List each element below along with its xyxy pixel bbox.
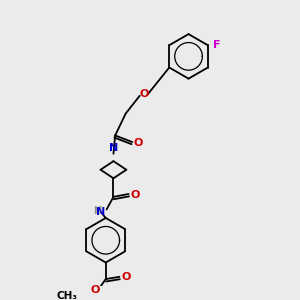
Text: O: O (139, 89, 148, 99)
Text: O: O (134, 138, 143, 148)
Text: O: O (130, 190, 140, 200)
Text: O: O (90, 285, 100, 295)
Text: N: N (96, 207, 105, 217)
Text: F: F (213, 40, 220, 50)
Text: CH₃: CH₃ (57, 291, 78, 300)
Text: N: N (110, 143, 118, 153)
Text: O: O (121, 272, 130, 282)
Text: H: H (93, 206, 101, 216)
